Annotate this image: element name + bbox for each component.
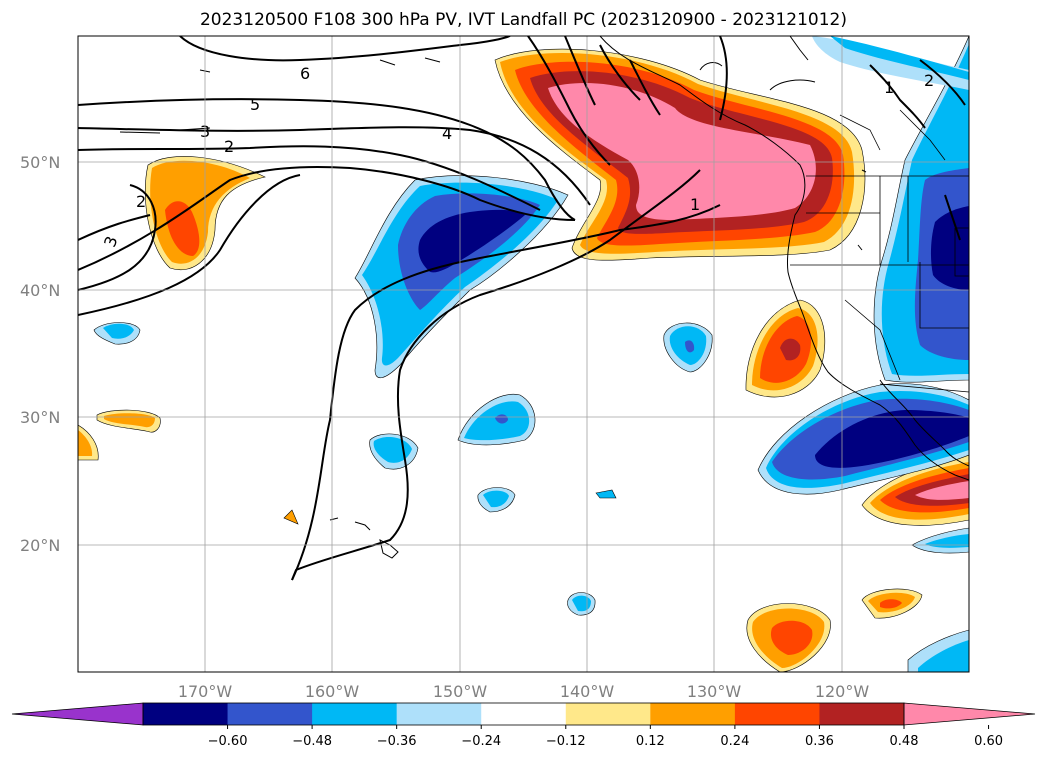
contour-label-4: 4 xyxy=(442,124,452,143)
lat-label-50n: 50°N xyxy=(20,153,60,172)
positive-anomaly-pnw xyxy=(494,48,866,261)
map-frame xyxy=(77,35,970,673)
positive-anomaly-mexico xyxy=(861,454,969,526)
contour-label-2c: 2 xyxy=(924,71,934,90)
colorbar-extend-high xyxy=(904,703,1035,725)
colorbar-tick-label: 0.24 xyxy=(720,734,749,749)
colorbar-segment xyxy=(312,703,398,725)
negative-anomaly-small xyxy=(93,322,713,616)
colorbar-segment xyxy=(734,703,820,725)
negative-anomaly-baja xyxy=(757,383,969,672)
contour-label-1b: 1 xyxy=(884,78,894,97)
contour-label-2b: 2 xyxy=(136,192,146,211)
colorbar-tick-label: −0.36 xyxy=(377,734,417,749)
contour-label-6: 6 xyxy=(300,64,310,83)
lon-label-130w: 130°W xyxy=(687,682,742,701)
political-boundaries xyxy=(790,109,969,393)
lon-label-150w: 150°W xyxy=(433,682,488,701)
contour-label-2: 2 xyxy=(224,137,234,156)
colorbar-segment xyxy=(481,703,567,725)
colorbar-labels: −0.60 −0.48 −0.36 −0.24 −0.12 0.12 0.24 0.36 0.4… xyxy=(208,725,1003,749)
colorbar-tick-label: −0.24 xyxy=(461,734,501,749)
colorbar-segment xyxy=(819,703,905,725)
colorbar-tick-label: 0.60 xyxy=(974,734,1003,749)
lon-label-170w: 170°W xyxy=(178,682,233,701)
coastlines xyxy=(119,36,969,559)
lon-label-160w: 160°W xyxy=(305,682,360,701)
colorbar-tick-label: 0.12 xyxy=(636,734,665,749)
colorbar-tick-label: −0.12 xyxy=(546,734,586,749)
positive-anomaly-south xyxy=(746,588,923,672)
contour-labels: 6 5 4 3 2 2 3 1 1 2 xyxy=(100,64,934,250)
contour-label-1: 1 xyxy=(690,195,700,214)
colorbar-segment xyxy=(396,703,482,725)
gridlines xyxy=(78,36,969,672)
map-title: 2023120500 F108 300 hPa PV, IVT Landfall… xyxy=(199,10,847,30)
lat-label-40n: 40°N xyxy=(20,281,60,300)
lat-label-30n: 30°N xyxy=(20,408,60,427)
colorbar-tick-label: −0.60 xyxy=(208,734,248,749)
colorbar-segment xyxy=(565,703,651,725)
lon-label-140w: 140°W xyxy=(560,682,615,701)
colorbar-segment xyxy=(227,703,313,725)
lon-label-120w: 120°W xyxy=(815,682,870,701)
pv-contours xyxy=(78,36,966,581)
colorbar-tick-label: −0.48 xyxy=(292,734,332,749)
colorbar-segments xyxy=(12,703,1035,725)
negative-anomaly-inland xyxy=(812,36,969,383)
positive-anomaly-california xyxy=(745,299,826,398)
colorbar-extend-low xyxy=(12,703,143,725)
colorbar-tick-label: 0.48 xyxy=(890,734,919,749)
lat-label-20n: 20°N xyxy=(20,536,60,555)
contour-label-5: 5 xyxy=(250,95,260,114)
longitude-labels: 170°W 160°W 150°W 140°W 130°W 120°W xyxy=(178,682,870,701)
colorbar-segment xyxy=(143,703,229,725)
map-plot-area[interactable]: 6 5 4 3 2 2 3 1 1 2 xyxy=(78,36,969,672)
colorbar: −0.60 −0.48 −0.36 −0.24 −0.12 0.12 0.24 0.36 0.4… xyxy=(11,702,1036,749)
colorbar-segment xyxy=(650,703,736,725)
colorbar-tick-label: 0.36 xyxy=(805,734,834,749)
latitude-labels: 50°N 40°N 30°N 20°N xyxy=(20,153,60,555)
